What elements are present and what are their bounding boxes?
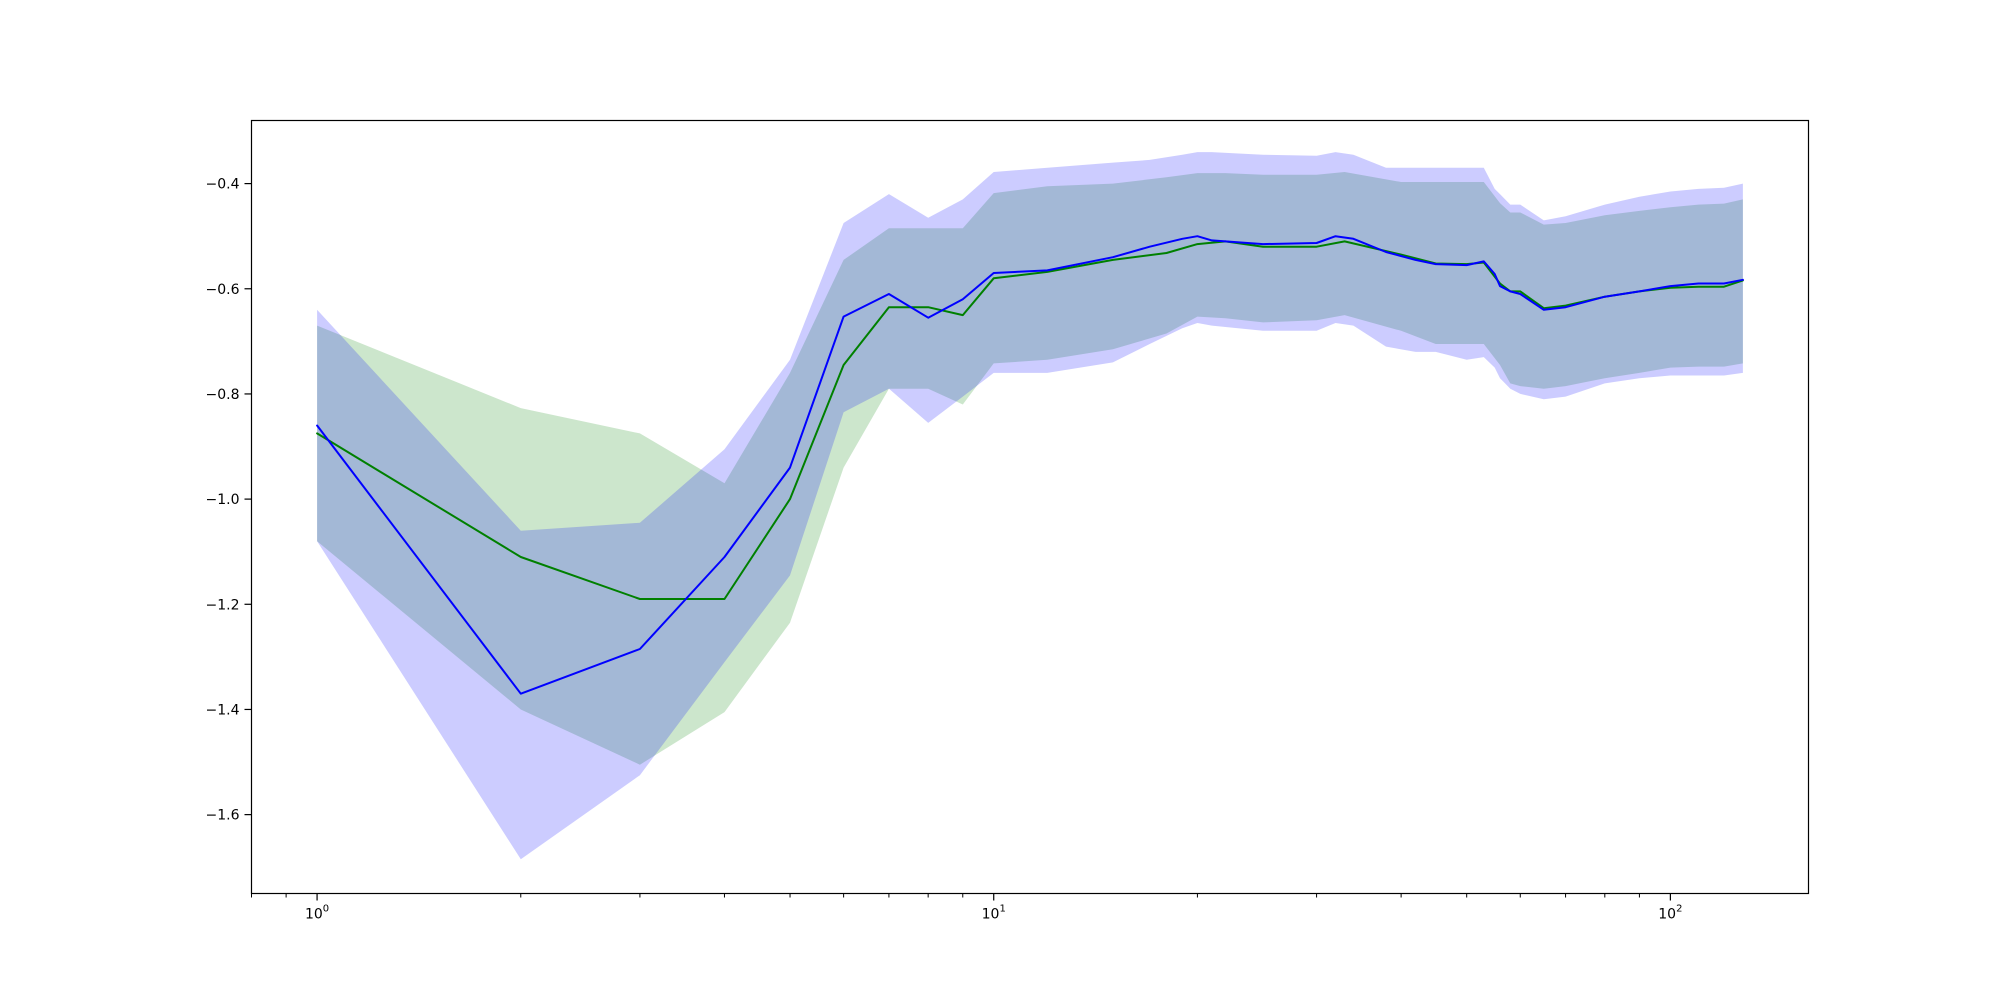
series-1-band	[317, 152, 1743, 860]
x-axis: 100 101 102	[251, 893, 1682, 923]
confidence-bands	[317, 152, 1743, 860]
y-axis: −0.4 −0.6 −0.8 −1.0 −1.2 −1.4 −1.6	[206, 177, 252, 824]
y-tick-label: −1.4	[206, 702, 240, 718]
plot-frame	[250, 119, 1810, 895]
y-tick-label: −0.8	[206, 387, 240, 403]
series-lines	[316, 235, 1744, 695]
series-1-line	[316, 235, 1744, 695]
series-0-band	[317, 172, 1743, 765]
y-tick-label: −0.4	[206, 177, 240, 193]
y-tick-label: −1.6	[206, 808, 240, 824]
y-tick-label: −1.2	[206, 597, 240, 613]
y-tick-label: −1.0	[206, 492, 240, 508]
y-tick-label: −0.6	[206, 282, 240, 298]
